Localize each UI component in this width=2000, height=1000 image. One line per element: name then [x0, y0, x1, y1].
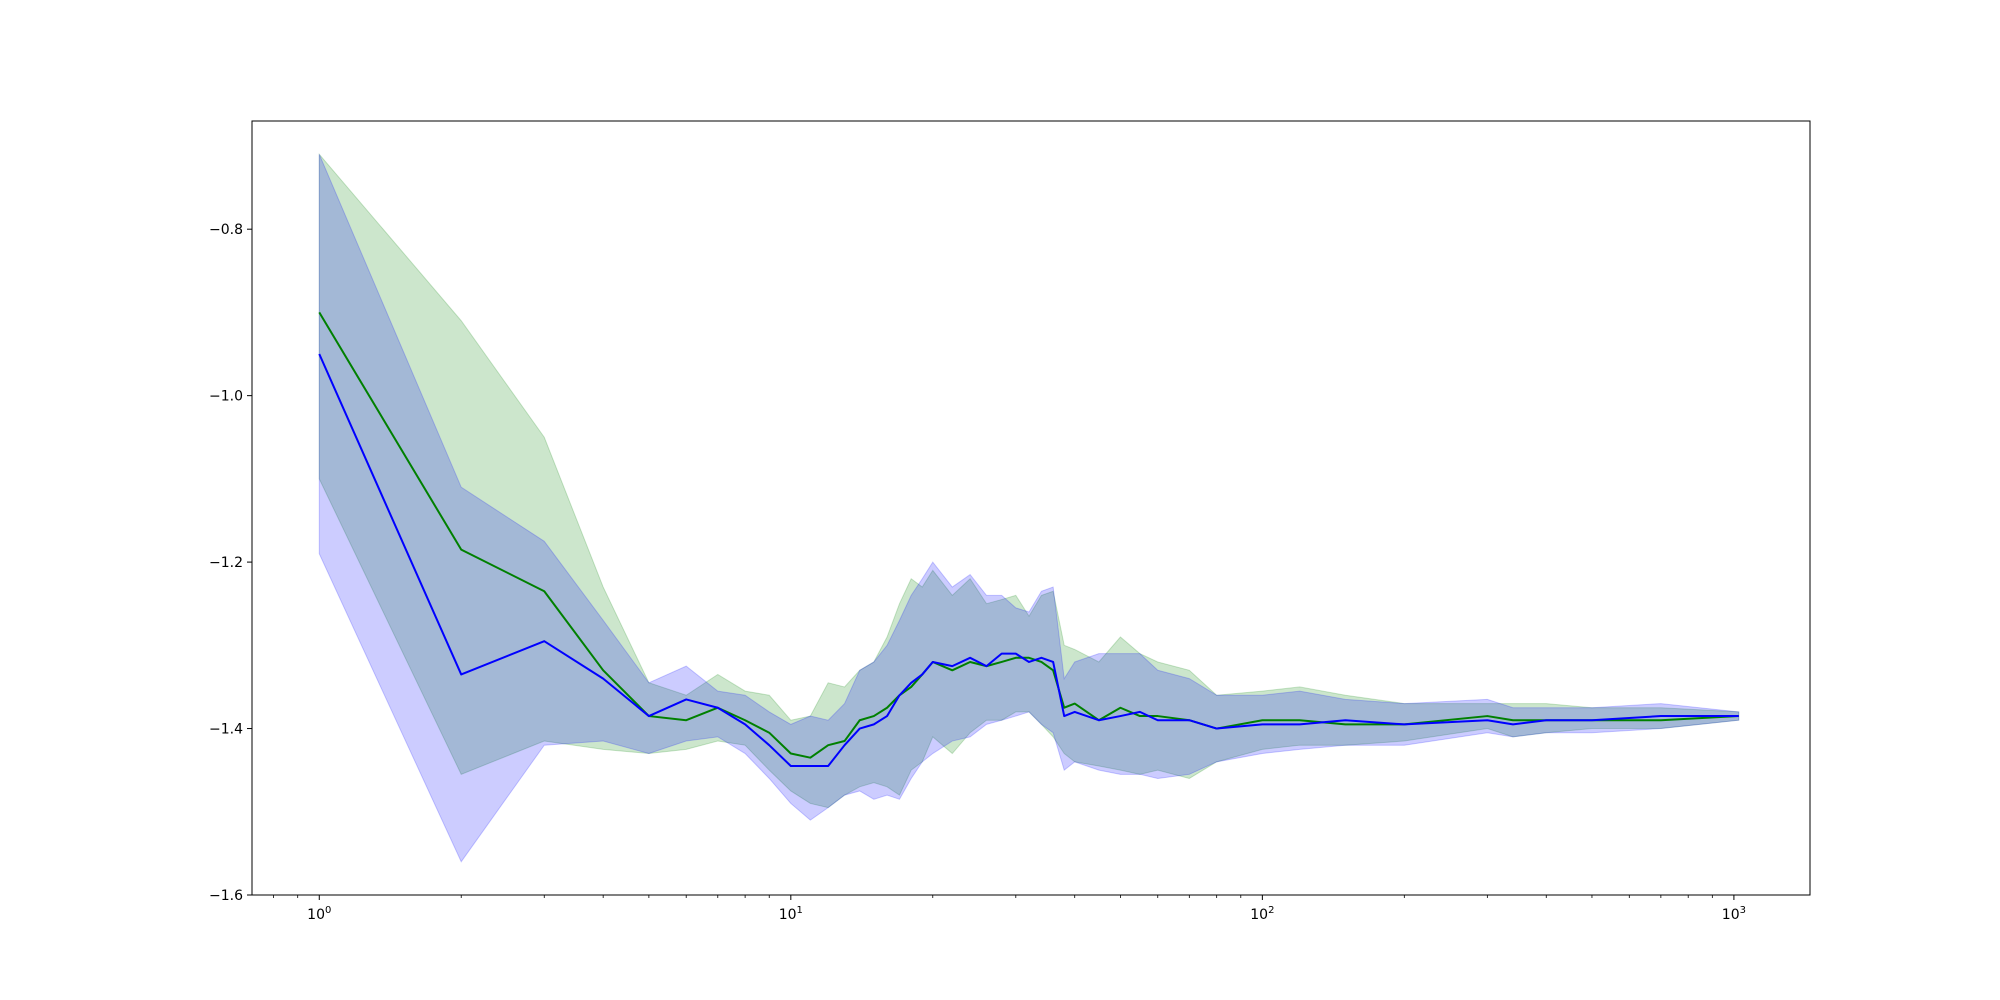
x-tick-label: 100 [307, 905, 331, 923]
series-2-confidence-band [318, 154, 1740, 863]
y-tick-label: −1.4 [209, 722, 243, 738]
axes-frame [251, 120, 1811, 896]
x-tick-label: 102 [1250, 905, 1274, 923]
x-tick-label: 103 [1722, 905, 1746, 923]
series-1-confidence-band [318, 152, 1740, 809]
y-tick-label: −1.0 [209, 389, 243, 405]
y-tick-label: −0.8 [209, 222, 243, 238]
series-2-mean-line [318, 353, 1739, 767]
plot-area [318, 152, 1740, 863]
y-tick-label: −1.2 [209, 555, 243, 571]
x-tick-label: 101 [779, 905, 803, 923]
axes: −0.8 −1.0 −1.2 −1.4 −1.6 100 101 102 103 [209, 120, 1811, 923]
y-tick-label: −1.6 [209, 888, 243, 904]
